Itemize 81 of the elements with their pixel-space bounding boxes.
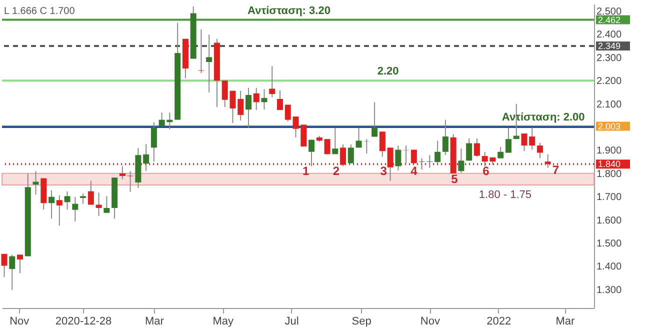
candlestick: [269, 66, 276, 98]
candlestick: [474, 138, 480, 158]
ref-line-label: 2.462: [598, 14, 621, 25]
x-tick-label: 2022: [486, 316, 512, 328]
candlestick: [253, 87, 260, 111]
annotation: 6: [482, 164, 490, 178]
ref-line-label: 2.349: [598, 41, 621, 52]
candlestick: [56, 194, 62, 226]
candlestick: [308, 139, 315, 167]
candlestick: [505, 127, 512, 154]
candlestick: [426, 154, 433, 168]
y-tick-label: 1.700: [596, 192, 622, 204]
y-tick-label: 2.500: [596, 6, 622, 18]
candlestick: [96, 192, 102, 217]
candlestick: [529, 127, 536, 150]
annotation: 4: [410, 164, 418, 178]
candlestick: [276, 90, 283, 111]
annotation: Αντίσταση: 2.00: [502, 111, 585, 124]
y-tick-label: 1.800: [596, 168, 622, 180]
annotation: 2.20: [377, 66, 399, 78]
candlestick: [119, 166, 126, 180]
y-tick-label: 1.500: [596, 238, 622, 250]
x-tick-label: Nov: [420, 316, 440, 328]
y-tick-label: 2.100: [596, 99, 622, 110]
x-tick-label: Mar: [556, 316, 576, 328]
candlestick: [379, 131, 386, 158]
annotation: L 1.666 C 1.700: [4, 6, 76, 17]
candlestick: [80, 193, 86, 204]
candlestick: [458, 148, 464, 174]
y-tick-label: 1.600: [596, 215, 622, 226]
candlestick: [48, 190, 55, 220]
candlestick: [434, 140, 441, 164]
candlestick: [198, 28, 204, 74]
candlestick: [143, 143, 150, 172]
y-tick-label: 1.300: [596, 284, 622, 296]
candlestick: [332, 127, 338, 155]
x-tick-label: Sep: [352, 316, 372, 328]
candlestick: [238, 90, 244, 121]
ref-line-label: 2.003: [598, 121, 621, 132]
annotation: 1: [302, 164, 310, 178]
candlestick: [72, 196, 78, 222]
candlestick: [395, 145, 402, 171]
candlestick: [104, 196, 110, 214]
annotation: 2: [332, 164, 340, 178]
candlestick: [9, 254, 16, 290]
candlestick: [245, 87, 252, 128]
candlestick: [206, 34, 212, 93]
candlestick: [536, 142, 543, 159]
y-tick-label: 1.400: [596, 262, 622, 273]
annotation: Αντίσταση: 3.20: [248, 4, 330, 17]
candlestick: [348, 144, 354, 164]
y-tick-label: 2.300: [596, 52, 622, 64]
candlestick: [150, 122, 157, 162]
candlestick: [324, 138, 330, 155]
x-tick-label: Jul: [284, 316, 299, 328]
annotation: 7: [552, 162, 560, 177]
candlestick: [64, 190, 70, 210]
candlestick: [1, 253, 8, 278]
y-tick-label: 2.400: [596, 30, 622, 41]
candlestick: [442, 119, 448, 156]
candlestick: [300, 124, 307, 147]
candlestick: [17, 254, 24, 274]
candlestick: [340, 144, 346, 167]
annotation: 3: [380, 164, 388, 178]
ref-line-label: 1.840: [598, 159, 621, 170]
x-tick-label: Nov: [10, 316, 30, 328]
candlestick: [521, 132, 528, 152]
candlestick: [498, 146, 504, 159]
x-tick-label: Mar: [144, 316, 164, 328]
y-tick-label: 2.200: [596, 76, 622, 88]
candlestick: [127, 170, 134, 192]
candlestick: [32, 170, 39, 196]
candlestick: [88, 180, 94, 206]
candlestick: [261, 88, 268, 110]
x-tick-label: 2020-12-28: [55, 316, 112, 328]
x-tick-label: May: [212, 316, 234, 328]
y-tick-label: 1.900: [596, 146, 622, 157]
candlestick: [372, 102, 378, 138]
candlestick: [466, 138, 472, 162]
annotation: 5: [451, 172, 458, 186]
band-label: 1.80 - 1.75: [478, 189, 532, 202]
